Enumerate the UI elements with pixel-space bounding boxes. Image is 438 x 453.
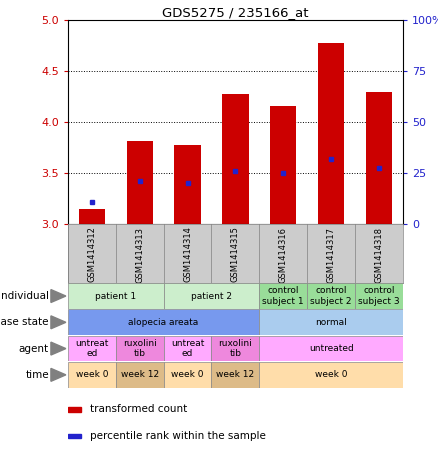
Text: patient 2: patient 2 (191, 292, 232, 300)
Text: disease state: disease state (0, 317, 49, 328)
Bar (212, 362, 259, 388)
Text: GSM1414317: GSM1414317 (327, 226, 336, 283)
Text: GSM1414316: GSM1414316 (279, 226, 288, 283)
Text: alopecia areata: alopecia areata (128, 318, 199, 327)
Bar (366, 92, 392, 224)
Text: individual: individual (0, 291, 49, 301)
Text: agent: agent (19, 343, 49, 354)
Bar (259, 336, 403, 361)
Text: ruxolini
tib: ruxolini tib (219, 339, 252, 358)
Bar (318, 43, 344, 224)
Bar (259, 309, 403, 335)
Bar (68, 362, 116, 388)
Bar (79, 209, 105, 224)
Text: week 0: week 0 (171, 371, 204, 379)
Bar (116, 362, 164, 388)
Bar (259, 283, 307, 309)
Text: GSM1414315: GSM1414315 (231, 226, 240, 283)
Bar (68, 336, 116, 361)
Text: normal: normal (315, 318, 347, 327)
Bar (164, 362, 212, 388)
Text: percentile rank within the sample: percentile rank within the sample (90, 431, 265, 441)
Bar (355, 283, 403, 309)
Polygon shape (51, 289, 66, 303)
Bar (259, 362, 403, 388)
Text: week 0: week 0 (315, 371, 347, 379)
Bar (270, 106, 297, 224)
Bar (222, 94, 249, 224)
Bar (68, 434, 81, 439)
Text: GSM1414313: GSM1414313 (135, 226, 144, 283)
Text: GSM1414318: GSM1414318 (374, 226, 384, 283)
Bar (68, 283, 164, 309)
Text: week 12: week 12 (120, 371, 159, 379)
Title: GDS5275 / 235166_at: GDS5275 / 235166_at (162, 6, 309, 19)
Polygon shape (51, 316, 66, 329)
Text: GSM1414312: GSM1414312 (87, 226, 96, 283)
Bar (212, 336, 259, 361)
Text: GSM1414314: GSM1414314 (183, 226, 192, 283)
Bar (307, 283, 355, 309)
Bar (116, 336, 164, 361)
Bar (68, 309, 259, 335)
Text: untreat
ed: untreat ed (75, 339, 109, 358)
Bar (174, 145, 201, 224)
Bar (68, 407, 81, 412)
Text: patient 1: patient 1 (95, 292, 136, 300)
Text: untreated: untreated (309, 344, 353, 353)
Text: control
subject 1: control subject 1 (262, 286, 304, 306)
Text: time: time (25, 370, 49, 380)
Bar (164, 336, 212, 361)
Bar (164, 283, 259, 309)
Polygon shape (51, 368, 66, 381)
Polygon shape (51, 342, 66, 355)
Bar (127, 140, 153, 224)
Text: week 0: week 0 (76, 371, 108, 379)
Text: week 12: week 12 (216, 371, 254, 379)
Text: transformed count: transformed count (90, 404, 187, 414)
Text: control
subject 3: control subject 3 (358, 286, 400, 306)
Text: ruxolini
tib: ruxolini tib (123, 339, 156, 358)
Text: untreat
ed: untreat ed (171, 339, 204, 358)
Text: control
subject 2: control subject 2 (311, 286, 352, 306)
